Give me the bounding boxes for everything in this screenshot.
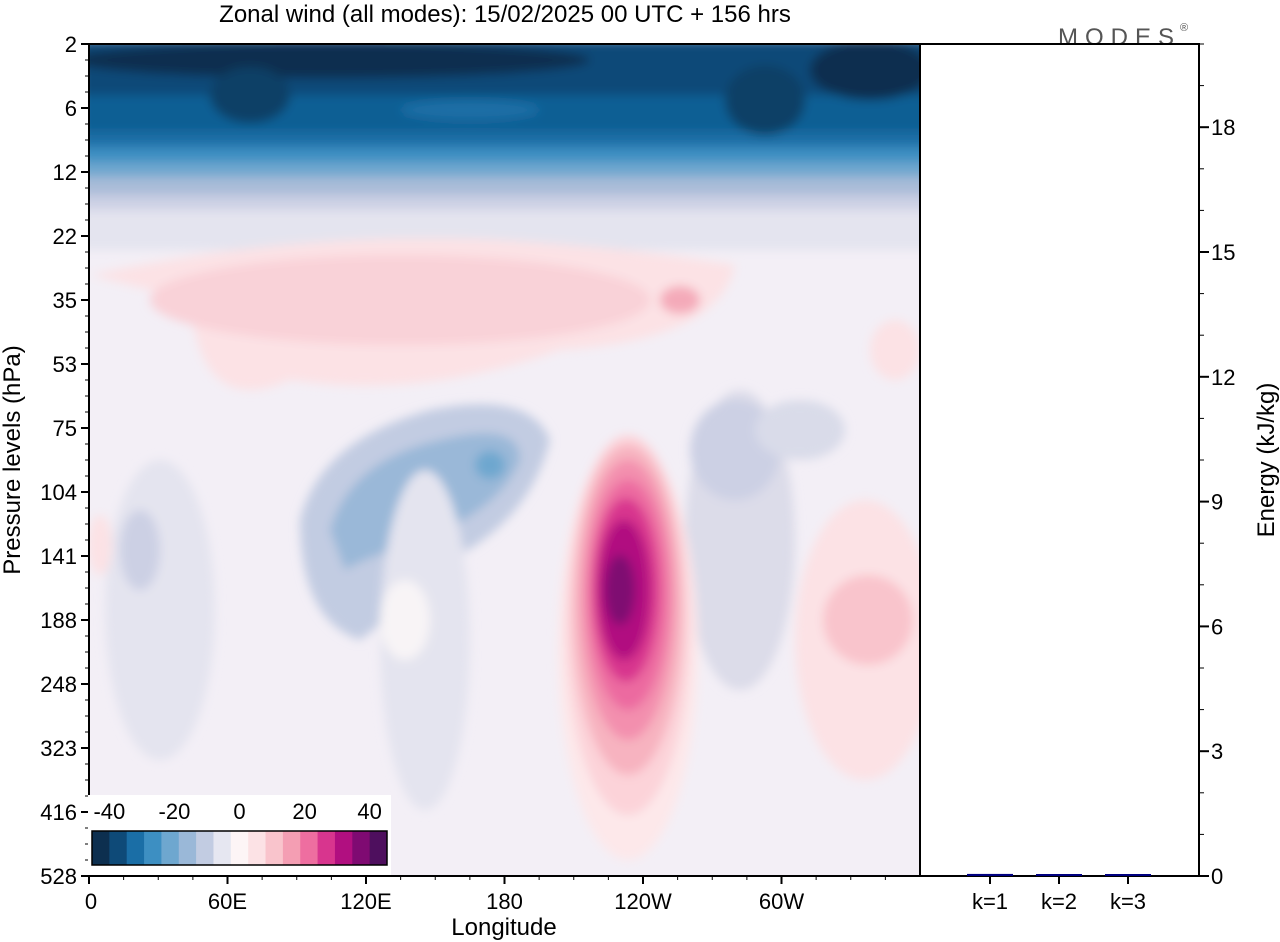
y-tick-label: 528 — [40, 864, 77, 889]
colorbar-swatch — [92, 831, 110, 865]
y-tick-label: 248 — [40, 672, 77, 697]
y-tick-label: 141 — [40, 544, 77, 569]
colorbar-swatch — [265, 831, 284, 865]
k-tick-label: k=3 — [1110, 889, 1146, 914]
colorbar-swatch — [352, 831, 371, 865]
colorbar-swatch — [126, 831, 145, 865]
y-tick-label: 75 — [53, 416, 77, 441]
colorbar-swatch — [109, 831, 128, 865]
k-tick-label: k=2 — [1041, 889, 1077, 914]
x-tick-label: 120E — [340, 889, 391, 914]
colorbar-swatch — [178, 831, 197, 865]
colorbar-tick-label: 40 — [357, 799, 381, 824]
k-tick-label: k=1 — [972, 889, 1008, 914]
y-axis-title: Pressure levels (hPa) — [0, 345, 26, 574]
y-tick-label: 22 — [53, 224, 77, 249]
registered-mark: ® — [1180, 22, 1188, 34]
colorbar-swatch — [161, 831, 180, 865]
y-tick-label: 2 — [65, 32, 77, 57]
colorbar-swatch — [334, 831, 353, 865]
x-axis-title: Longitude — [451, 914, 556, 941]
colorbar-swatch — [300, 831, 319, 865]
pressure-axis: 2 6 12 22 35 53 75 104 141 188 248 323 416 528 — [40, 32, 89, 889]
energy-bar — [967, 873, 1013, 876]
y-tick-label: 6 — [65, 96, 77, 121]
colorbar-swatch — [196, 831, 214, 865]
x-tick-label: 60W — [759, 889, 804, 914]
colorbar-tick-label: 20 — [292, 799, 316, 824]
colorbar-swatch — [144, 831, 162, 865]
longitude-axis: 0 60E 120E 180 120W 60W — [85, 876, 886, 914]
colorbar: -40 -20 0 20 40 — [88, 795, 391, 875]
y-tick-label: 323 — [40, 736, 77, 761]
energy-tick-label: 0 — [1211, 864, 1223, 889]
y-tick-label: 35 — [53, 288, 77, 313]
energy-tick-label: 6 — [1211, 614, 1223, 639]
heatmap-field — [89, 44, 920, 876]
x-tick-label: 0 — [85, 889, 97, 914]
energy-axis-title: Energy (kJ/kg) — [1253, 383, 1280, 538]
y-tick-label: 416 — [40, 800, 77, 825]
colorbar-frame — [91, 830, 388, 866]
y-tick-label: 188 — [40, 608, 77, 633]
colorbar-swatch — [213, 831, 232, 865]
colorbar-swatch — [282, 831, 301, 865]
energy-tick-label: 18 — [1211, 115, 1235, 140]
colorbar-tick-label: -20 — [159, 799, 191, 824]
x-tick-label: 120W — [614, 889, 672, 914]
energy-tick-label: 15 — [1211, 240, 1235, 265]
colorbar-swatch — [317, 831, 336, 865]
y-tick-label: 53 — [53, 352, 77, 377]
energy-tick-label: 9 — [1211, 490, 1223, 515]
colorbar-swatch — [248, 831, 267, 865]
y-tick-label: 12 — [53, 160, 77, 185]
wavenumber-axis: k=1 k=2 k=3 — [972, 876, 1146, 914]
energy-tick-label: 12 — [1211, 365, 1235, 390]
colorbar-swatch — [230, 831, 249, 865]
chart-title: Zonal wind (all modes): 15/02/2025 00 UT… — [219, 1, 791, 28]
energy-bar — [1105, 874, 1151, 876]
x-tick-label: 60E — [208, 889, 247, 914]
energy-panel-frame — [919, 43, 1200, 877]
x-tick-label: 180 — [486, 889, 523, 914]
colorbar-swatch — [369, 831, 388, 865]
energy-bars — [967, 873, 1151, 876]
energy-axis: 0 3 6 9 12 15 18 — [1199, 43, 1235, 889]
y-tick-label: 104 — [40, 480, 77, 505]
colorbar-tick-label: 0 — [233, 799, 245, 824]
energy-tick-label: 3 — [1211, 739, 1223, 764]
colorbar-tick-label: -40 — [93, 799, 125, 824]
energy-bar — [1036, 874, 1082, 876]
